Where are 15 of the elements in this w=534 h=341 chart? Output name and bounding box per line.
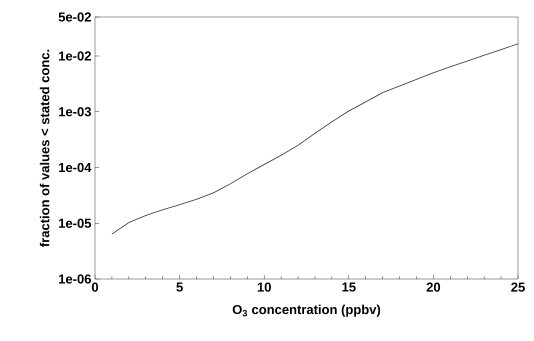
x-tick-label: 10 [258,282,271,292]
line-series [112,43,518,234]
y-tick-label: 1e-02 [59,51,91,61]
y-tick-label: 1e-04 [59,162,92,172]
y-tick-label: 1e-06 [59,274,91,284]
y-axis-title: fraction of values < stated conc. [40,50,50,247]
x-axis-title: O$_{3}$ concentration (ppbv) [232,304,380,317]
x-tick-label: 0 [92,282,98,292]
x-tick-label: 15 [342,282,356,292]
y-tick-label: 1e-03 [59,107,91,116]
y-tick-label: 5e-02 [58,12,91,22]
x-tick-label: 5 [176,282,183,292]
x-tick-label: 20 [426,282,440,292]
x-tick-label: 25 [511,282,525,292]
y-tick-label: 1e-05 [59,218,92,228]
